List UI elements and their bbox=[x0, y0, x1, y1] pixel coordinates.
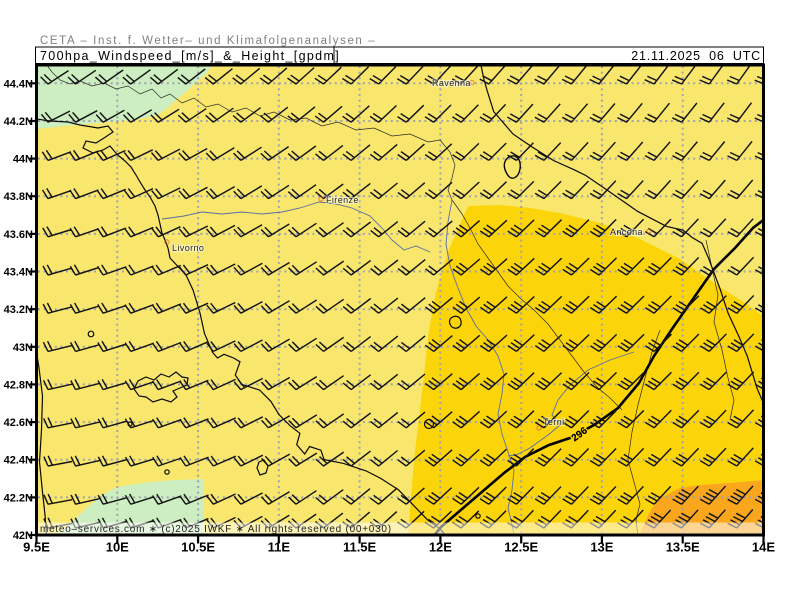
svg-text:14E: 14E bbox=[752, 540, 775, 555]
svg-text:CETA – Inst. f. Wetter– und Kl: CETA – Inst. f. Wetter– und Klimafolgena… bbox=[40, 35, 376, 47]
svg-text:43.2N: 43.2N bbox=[4, 304, 33, 316]
svg-text:9.5E: 9.5E bbox=[23, 540, 50, 555]
svg-text:42N: 42N bbox=[13, 530, 33, 542]
svg-text:13E: 13E bbox=[590, 540, 613, 555]
svg-text:10E: 10E bbox=[106, 540, 129, 555]
svg-text:13.5E: 13.5E bbox=[666, 540, 700, 555]
svg-text:42.2N: 42.2N bbox=[4, 492, 33, 504]
svg-text:Ancona: Ancona bbox=[610, 227, 643, 237]
svg-text:43.6N: 43.6N bbox=[4, 229, 33, 241]
svg-text:Firenze: Firenze bbox=[326, 195, 359, 205]
svg-text:12E: 12E bbox=[429, 540, 452, 555]
svg-text:42.6N: 42.6N bbox=[4, 417, 33, 429]
svg-text:43.4N: 43.4N bbox=[4, 267, 33, 279]
svg-text:42.4N: 42.4N bbox=[4, 455, 33, 467]
svg-text:Livorno: Livorno bbox=[172, 243, 204, 253]
svg-text:meteo–services.com ∗ (c)2025 I: meteo–services.com ∗ (c)2025 IWKF ∗ All … bbox=[40, 524, 392, 535]
svg-text:44.2N: 44.2N bbox=[4, 116, 33, 128]
svg-text:10.5E: 10.5E bbox=[181, 540, 215, 555]
svg-text:700hpa_Windspeed_[m/s]_&_Heigh: 700hpa_Windspeed_[m/s]_&_Height_[gpdm] bbox=[40, 49, 340, 63]
svg-text:12.5E: 12.5E bbox=[504, 540, 538, 555]
svg-text:44N: 44N bbox=[13, 154, 33, 166]
svg-text:11E: 11E bbox=[268, 540, 291, 555]
svg-text:11.5E: 11.5E bbox=[343, 540, 377, 555]
svg-text:44.4N: 44.4N bbox=[4, 78, 33, 90]
svg-text:43N: 43N bbox=[13, 342, 33, 354]
svg-text:43.8N: 43.8N bbox=[4, 191, 33, 203]
svg-text:Terni: Terni bbox=[543, 417, 565, 427]
svg-text:21.11.2025 06 UTC: 21.11.2025 06 UTC bbox=[631, 49, 761, 63]
svg-text:Ravenna: Ravenna bbox=[432, 78, 471, 88]
svg-text:42.8N: 42.8N bbox=[4, 379, 33, 391]
